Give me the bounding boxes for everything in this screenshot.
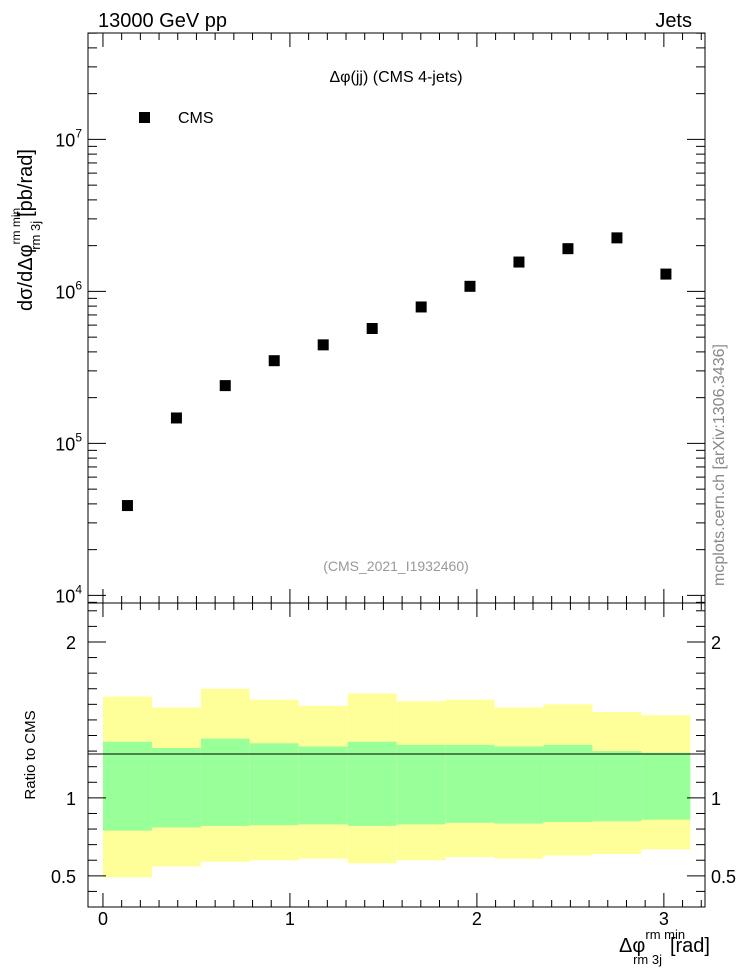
ratio-bands xyxy=(102,688,691,878)
data-point xyxy=(170,412,182,424)
data-point xyxy=(317,339,329,351)
ratio-tick-label-right: 1 xyxy=(711,789,721,809)
ratio-panel: 0.5 0.5 1 1 2 2 0 1 2 3 xyxy=(51,602,736,929)
data-point xyxy=(464,280,476,292)
data-point xyxy=(660,268,672,280)
ratio-axis-ticks: 0.5 0.5 1 1 2 2 0 1 2 3 xyxy=(51,603,736,929)
data-points xyxy=(121,232,672,512)
data-point xyxy=(562,243,574,255)
x-axis-label-base: Δφ xyxy=(619,935,645,957)
y-axis-label: dσ/dΔφrm min rm 3j [pb/rad] xyxy=(9,149,43,311)
green-band-bin xyxy=(347,741,397,826)
legend-label-cms: CMS xyxy=(178,110,214,127)
x-axis-label: Δφrm min rm 3j [rad] xyxy=(619,927,710,967)
ratio-frame xyxy=(87,602,706,908)
side-watermark: mcplots.cern.ch [arXiv:1306.3436] xyxy=(711,344,728,586)
data-point xyxy=(219,380,231,392)
x-tick-label: 1 xyxy=(285,909,295,929)
x-axis-label-sub: rm 3j xyxy=(633,952,662,967)
x-tick-label: 0 xyxy=(98,909,108,929)
x-axis-label-unit: [rad] xyxy=(670,935,710,957)
data-point xyxy=(121,500,133,512)
y-axis-label-sup: rm min xyxy=(9,208,23,245)
x-tick-label: 2 xyxy=(472,909,482,929)
green-band-bin xyxy=(151,747,201,828)
chart-subtitle: (CMS_2021_I1932460) xyxy=(323,558,469,574)
green-band-bin xyxy=(249,743,299,826)
header-right-label: Jets xyxy=(655,10,692,32)
x-axis-label-sup: rm min xyxy=(645,927,685,942)
green-band-bin xyxy=(200,738,250,826)
data-point xyxy=(415,301,427,313)
y-tick-label: 104 xyxy=(55,582,82,606)
main-panel: 104 105 106 107 xyxy=(55,32,706,606)
data-point xyxy=(611,232,623,244)
green-band-bin xyxy=(592,751,642,822)
green-band-bin xyxy=(396,744,446,825)
ratio-tick-label-right: 2 xyxy=(711,633,721,653)
green-band-bin xyxy=(445,744,495,823)
y-axis-label-unit: [pb/rad] xyxy=(15,149,37,217)
ratio-tick-label-left: 0.5 xyxy=(51,867,76,887)
green-band-bin xyxy=(641,752,691,820)
y-tick-label: 107 xyxy=(55,126,82,150)
data-point xyxy=(513,256,525,268)
x-tick-label: 3 xyxy=(659,909,669,929)
data-point xyxy=(366,323,378,335)
ratio-tick-label-left: 1 xyxy=(66,789,76,809)
y-axis-label-base: dσ/dΔφ xyxy=(15,244,37,311)
green-band-bin xyxy=(298,746,348,825)
green-band-bin xyxy=(543,744,593,823)
green-band-bin xyxy=(494,746,544,824)
y-tick-label: 106 xyxy=(55,278,82,302)
ratio-tick-label-right: 0.5 xyxy=(711,867,736,887)
ratio-y-axis-label: Ratio to CMS xyxy=(22,710,39,799)
header-left-label: 13000 GeV pp xyxy=(98,10,227,32)
main-axis-ticks: 104 105 106 107 xyxy=(55,32,705,606)
ratio-tick-label-left: 2 xyxy=(66,633,76,653)
y-tick-label: 105 xyxy=(55,430,82,454)
y-axis-label-sub: rm 3j xyxy=(28,221,43,250)
chart-title: Δφ(jj) (CMS 4-jets) xyxy=(329,69,462,86)
green-band-bin xyxy=(102,741,152,831)
data-point xyxy=(268,355,280,367)
legend-marker-cms xyxy=(139,112,150,123)
